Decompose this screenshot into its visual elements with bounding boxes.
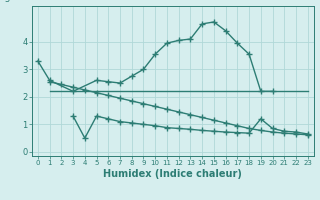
Text: 5: 5 [4, 0, 10, 4]
X-axis label: Humidex (Indice chaleur): Humidex (Indice chaleur) [103, 169, 242, 179]
